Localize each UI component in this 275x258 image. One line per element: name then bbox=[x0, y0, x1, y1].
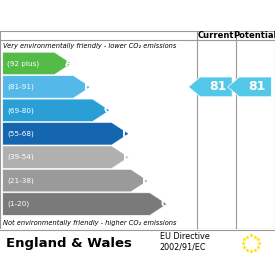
Polygon shape bbox=[3, 76, 91, 98]
Polygon shape bbox=[3, 170, 148, 192]
Text: (55-68): (55-68) bbox=[7, 131, 34, 137]
Polygon shape bbox=[3, 193, 167, 215]
Text: (21-38): (21-38) bbox=[7, 177, 34, 184]
Text: Current: Current bbox=[198, 31, 234, 41]
Text: Not environmentally friendly - higher CO₂ emissions: Not environmentally friendly - higher CO… bbox=[3, 220, 176, 226]
Text: 81: 81 bbox=[209, 80, 226, 93]
Polygon shape bbox=[188, 77, 232, 97]
Text: B: B bbox=[84, 82, 92, 92]
Text: EU Directive
2002/91/EC: EU Directive 2002/91/EC bbox=[160, 232, 209, 252]
Text: Very environmentally friendly - lower CO₂ emissions: Very environmentally friendly - lower CO… bbox=[3, 43, 176, 49]
Text: A: A bbox=[65, 59, 73, 68]
Text: E: E bbox=[123, 152, 130, 162]
Text: 81: 81 bbox=[248, 80, 266, 93]
Text: (92 plus): (92 plus) bbox=[7, 60, 39, 67]
Polygon shape bbox=[3, 146, 129, 168]
Text: Potential: Potential bbox=[233, 31, 275, 41]
Text: (69-80): (69-80) bbox=[7, 107, 34, 114]
Polygon shape bbox=[3, 123, 129, 145]
Text: F: F bbox=[142, 176, 149, 186]
Polygon shape bbox=[3, 99, 110, 122]
Text: England & Wales: England & Wales bbox=[6, 237, 131, 250]
Text: G: G bbox=[160, 199, 169, 209]
Text: C: C bbox=[103, 105, 111, 115]
Text: (81-91): (81-91) bbox=[7, 84, 34, 90]
Text: (39-54): (39-54) bbox=[7, 154, 34, 160]
Text: D: D bbox=[122, 129, 131, 139]
Text: (1-20): (1-20) bbox=[7, 201, 29, 207]
Polygon shape bbox=[228, 77, 271, 97]
Text: Environmental Impact (CO₂) Rating: Environmental Impact (CO₂) Rating bbox=[15, 9, 260, 22]
Polygon shape bbox=[3, 52, 72, 75]
